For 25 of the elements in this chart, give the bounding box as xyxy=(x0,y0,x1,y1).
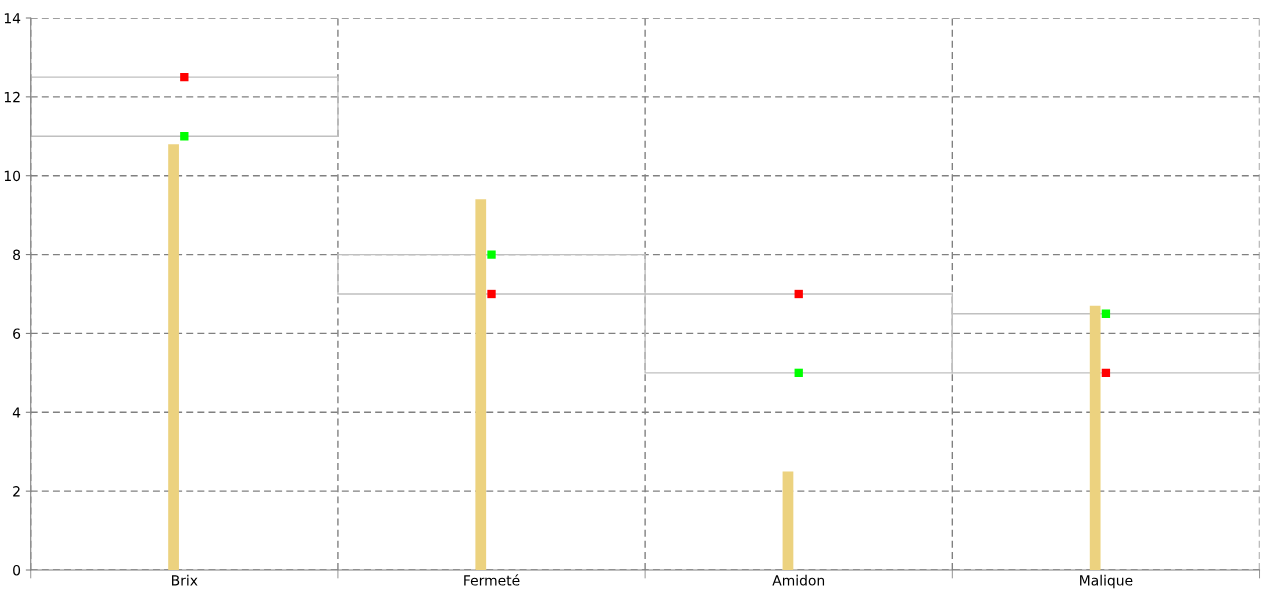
bar xyxy=(782,471,794,570)
x-tick-label: Malique xyxy=(1080,574,1133,589)
x-tick-label: Amidon xyxy=(772,574,825,586)
bar xyxy=(475,199,487,570)
x-tick-label: Brix xyxy=(172,574,198,586)
y-tick-label: 14 xyxy=(4,13,21,24)
y-tick-label: 2 xyxy=(13,486,20,497)
point xyxy=(794,289,803,299)
point xyxy=(180,132,189,141)
y-tick-label: 10 xyxy=(4,170,21,182)
bar xyxy=(30,76,339,137)
point xyxy=(487,289,496,299)
y-tick-label: 4 xyxy=(12,407,21,418)
point xyxy=(487,250,496,259)
y-tick-label: 6 xyxy=(13,328,21,339)
x-tick-label: Fermeté xyxy=(464,574,520,586)
point xyxy=(180,72,189,82)
bar xyxy=(168,144,179,570)
y-tick-label: 12 xyxy=(4,91,20,103)
y-tick-label: 0 xyxy=(13,564,21,576)
point xyxy=(1101,368,1111,378)
bar xyxy=(1089,305,1101,570)
point xyxy=(1101,309,1111,318)
y-tick-label: 8 xyxy=(13,249,21,261)
point xyxy=(794,368,803,378)
